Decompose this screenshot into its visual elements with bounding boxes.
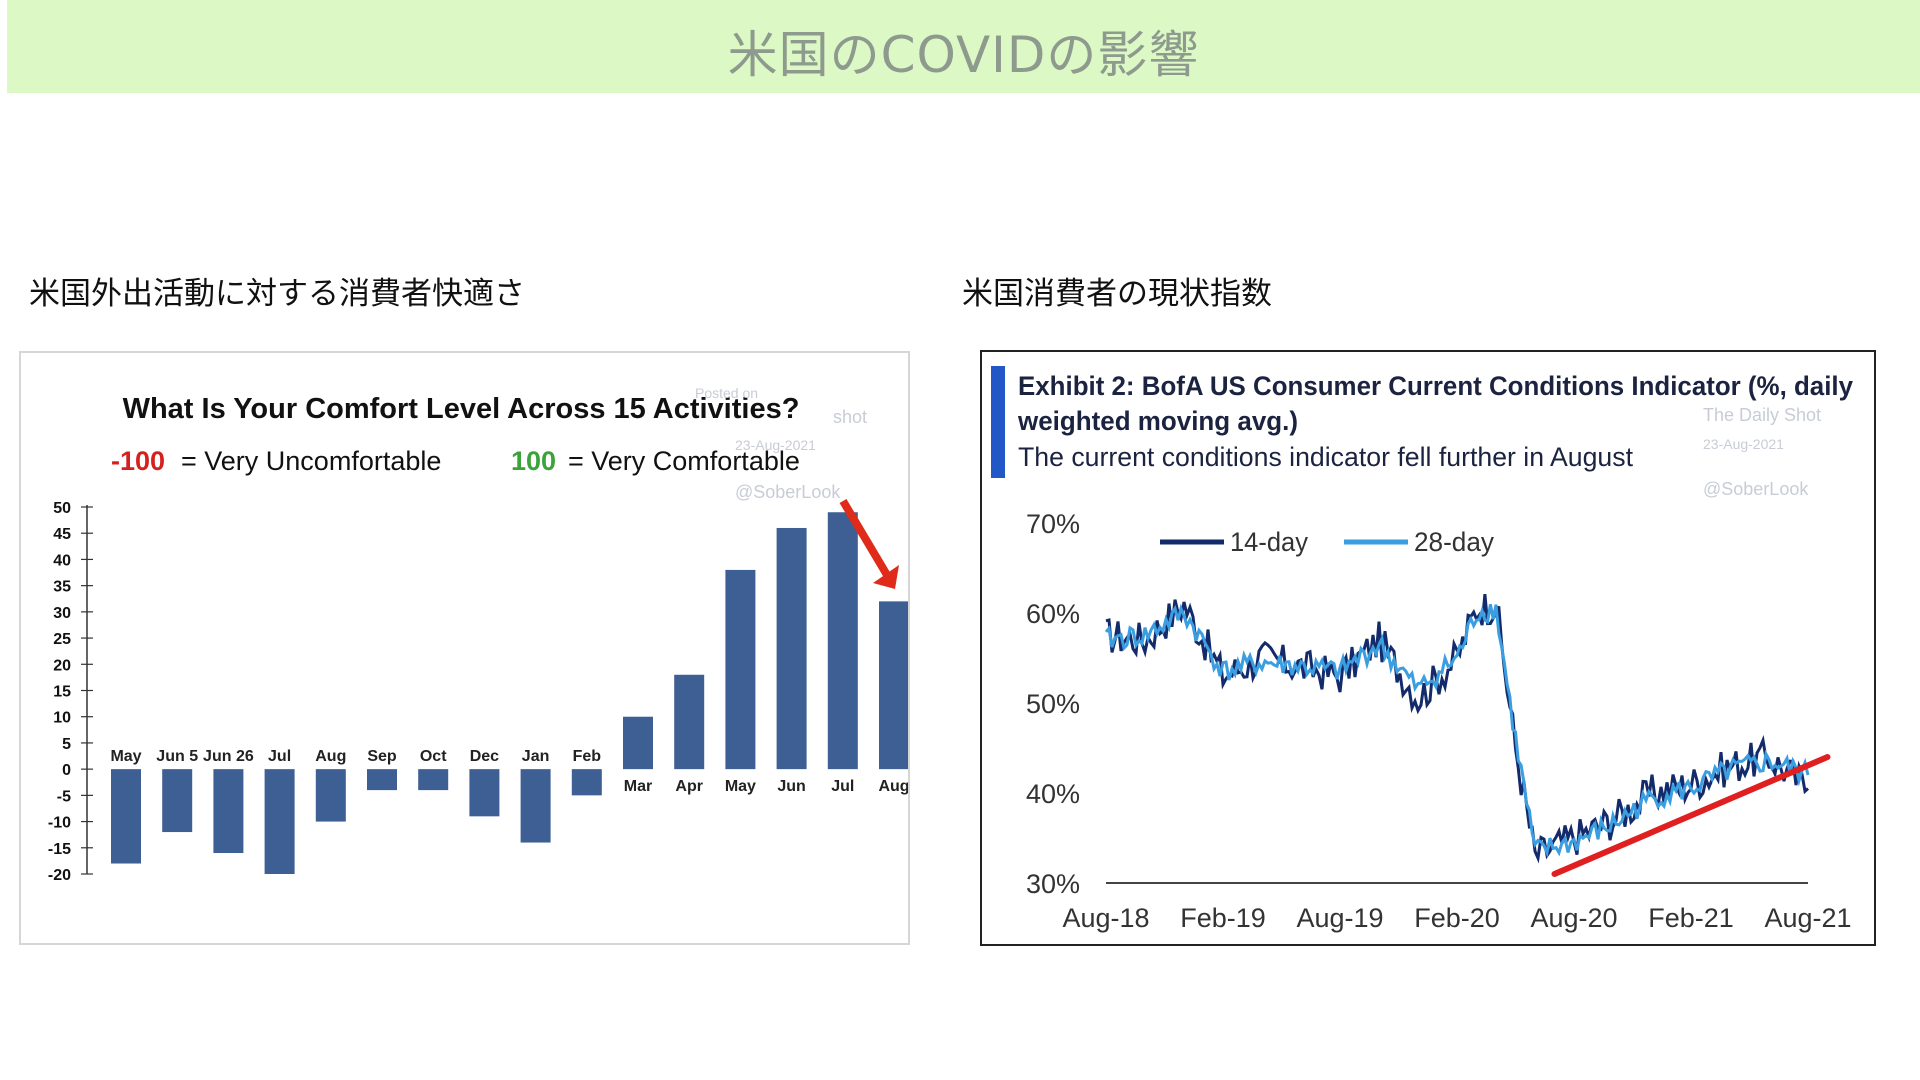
bar (367, 769, 397, 791)
comfort-chart-title: What Is Your Comfort Level Across 15 Act… (123, 393, 800, 425)
y-tick-label: 0 (62, 762, 71, 779)
bar (418, 769, 449, 791)
y-tick-label: -5 (57, 788, 71, 805)
x-axis-labels: Aug-18 Feb-19 Aug-19 Feb-20 Aug-20 Feb-21 Aug-… (1062, 903, 1851, 933)
x-tick-label: Aug (315, 748, 346, 765)
x-tick-label: May (725, 778, 756, 795)
y-axis-labels: 70% 60% 50% 40% 30% (1026, 509, 1080, 899)
y-tick-label: 30% (1026, 869, 1080, 899)
y-tick-label: 60% (1026, 599, 1080, 629)
bar (520, 769, 551, 843)
watermark-posted-on: Posted on (695, 385, 758, 401)
exhibit-title-line1: Exhibit 2: BofA US Consumer Current Cond… (1018, 371, 1853, 401)
legend-14day-label: 14-day (1230, 527, 1308, 557)
bar (827, 512, 858, 770)
x-tick-label: Aug-18 (1062, 903, 1149, 933)
watermark-handle: @SoberLook (735, 482, 841, 502)
y-tick-label: 30 (53, 605, 71, 622)
bars-group (111, 512, 909, 874)
y-tick-label: 40% (1026, 779, 1080, 809)
left-chart-label: 米国外出活動に対する消費者快適さ (29, 276, 525, 312)
exhibit-subtitle: The current conditions indicator fell fu… (1018, 442, 1633, 472)
bar (213, 769, 244, 854)
y-tick-label: 70% (1026, 509, 1080, 539)
legend-negative-text: = Very Uncomfortable (181, 446, 441, 476)
x-tick-label: Feb-20 (1414, 903, 1500, 933)
x-tick-label: Aug (878, 778, 908, 795)
bar (111, 769, 141, 864)
y-tick-label: 5 (62, 736, 71, 753)
x-tick-label: Jul (831, 778, 854, 795)
bar (571, 769, 602, 796)
x-tick-label: Jun 5 (156, 748, 198, 765)
x-tick-label: Feb-19 (1180, 903, 1266, 933)
red-arrow-head-icon (873, 565, 899, 589)
y-tick-label: 45 (53, 526, 71, 543)
bar (879, 601, 909, 770)
y-tick-label: -20 (48, 867, 71, 884)
legend-positive-value: 100 (511, 446, 556, 476)
comfort-bar-chart: What Is Your Comfort Level Across 15 Act… (48, 385, 910, 884)
bar (725, 569, 756, 770)
title-banner: 米国のCOVIDの影響 (7, 0, 1920, 93)
y-tick-label: 35 (53, 579, 71, 596)
watermark-date: 23-Aug-2021 (735, 437, 816, 453)
watermark-daily-shot: The Daily Shot (1703, 405, 1821, 425)
legend-negative-value: -100 (111, 446, 165, 476)
bar (623, 716, 653, 770)
y-tick-label: 20 (53, 657, 71, 674)
watermark-shot: shot (833, 407, 867, 427)
bar (776, 527, 807, 770)
x-tick-label: Sep (367, 748, 397, 765)
x-tick-label: Jan (522, 748, 550, 765)
watermark-date-right: 23-Aug-2021 (1703, 436, 1784, 452)
legend-positive-text: = Very Comfortable (568, 446, 800, 476)
y-tick-label: -10 (48, 815, 71, 832)
bar (264, 769, 295, 874)
y-tick-label: 40 (53, 552, 71, 569)
comfort-chart-panel: What Is Your Comfort Level Across 15 Act… (19, 351, 910, 945)
bar (162, 769, 193, 833)
series-28day-line (1104, 603, 1810, 858)
x-tick-label: Oct (420, 748, 447, 765)
bar (674, 674, 705, 770)
y-tick-label: 50% (1026, 689, 1080, 719)
legend-28day-label: 28-day (1414, 527, 1494, 557)
x-tick-label: Aug-21 (1764, 903, 1851, 933)
bar (315, 769, 346, 822)
x-tick-label: May (110, 748, 141, 765)
x-tick-label: Feb-21 (1648, 903, 1734, 933)
y-tick-label: 10 (53, 710, 71, 727)
x-tick-label: Feb (573, 748, 602, 765)
y-tick-label: 15 (53, 684, 71, 701)
watermark-handle-right: @SoberLook (1703, 479, 1809, 499)
red-trend-line (1551, 754, 1831, 877)
y-tick-label: 50 (53, 500, 71, 517)
x-tick-label: Aug-19 (1296, 903, 1383, 933)
series-14day-line (1105, 593, 1810, 864)
x-tick-label: Jun (777, 778, 805, 795)
x-tick-label: Apr (675, 778, 703, 795)
y-tick-label: 25 (53, 631, 71, 648)
x-tick-label: Aug-20 (1530, 903, 1617, 933)
page-title: 米国のCOVIDの影響 (727, 26, 1200, 84)
red-arrow-shaft (839, 498, 891, 578)
right-chart-label: 米国消費者の現状指数 (962, 276, 1272, 312)
y-tick-label: -15 (48, 841, 71, 858)
series-lines (1104, 593, 1831, 877)
x-tick-label: Jun 26 (203, 748, 254, 765)
exhibit-accent-bar (991, 366, 1005, 478)
x-tick-label: Dec (470, 748, 499, 765)
bar (469, 769, 500, 817)
conditions-line-chart: Exhibit 2: BofA US Consumer Current Cond… (991, 366, 1853, 933)
x-tick-label: Mar (624, 778, 652, 795)
x-tick-label: Jul (268, 748, 291, 765)
x-axis-labels: May Jun 5 Jun 26 Jul Aug Sep Oct Dec Jan Feb Mar Ap… (110, 748, 909, 795)
conditions-chart-panel: Exhibit 2: BofA US Consumer Current Cond… (980, 350, 1876, 946)
exhibit-title-line2: weighted moving avg.) (1017, 406, 1298, 436)
